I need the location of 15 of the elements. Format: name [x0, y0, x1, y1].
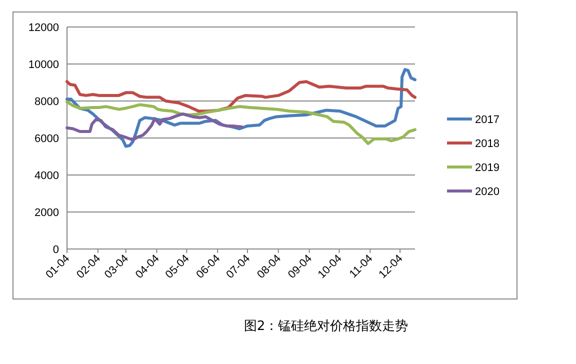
y-tick-label: 0 [52, 244, 59, 256]
line-series [66, 100, 416, 146]
legend-label: 2017 [475, 114, 500, 126]
text: 图2：锰硅绝对价格指数走势 [244, 319, 408, 334]
y-tick-label: 8000 [34, 96, 59, 108]
legend-label: 2018 [475, 138, 500, 150]
y-tick-label: 12000 [28, 22, 59, 34]
y-tick-label: 6000 [34, 133, 59, 145]
y-tick-label: 10000 [28, 59, 59, 71]
legend-label: 2019 [475, 162, 500, 174]
line-series [66, 80, 416, 113]
legend-label: 2020 [475, 186, 500, 198]
y-tick-label: 4000 [34, 170, 59, 182]
line-series [66, 112, 243, 142]
y-tick-label: 2000 [34, 207, 59, 219]
